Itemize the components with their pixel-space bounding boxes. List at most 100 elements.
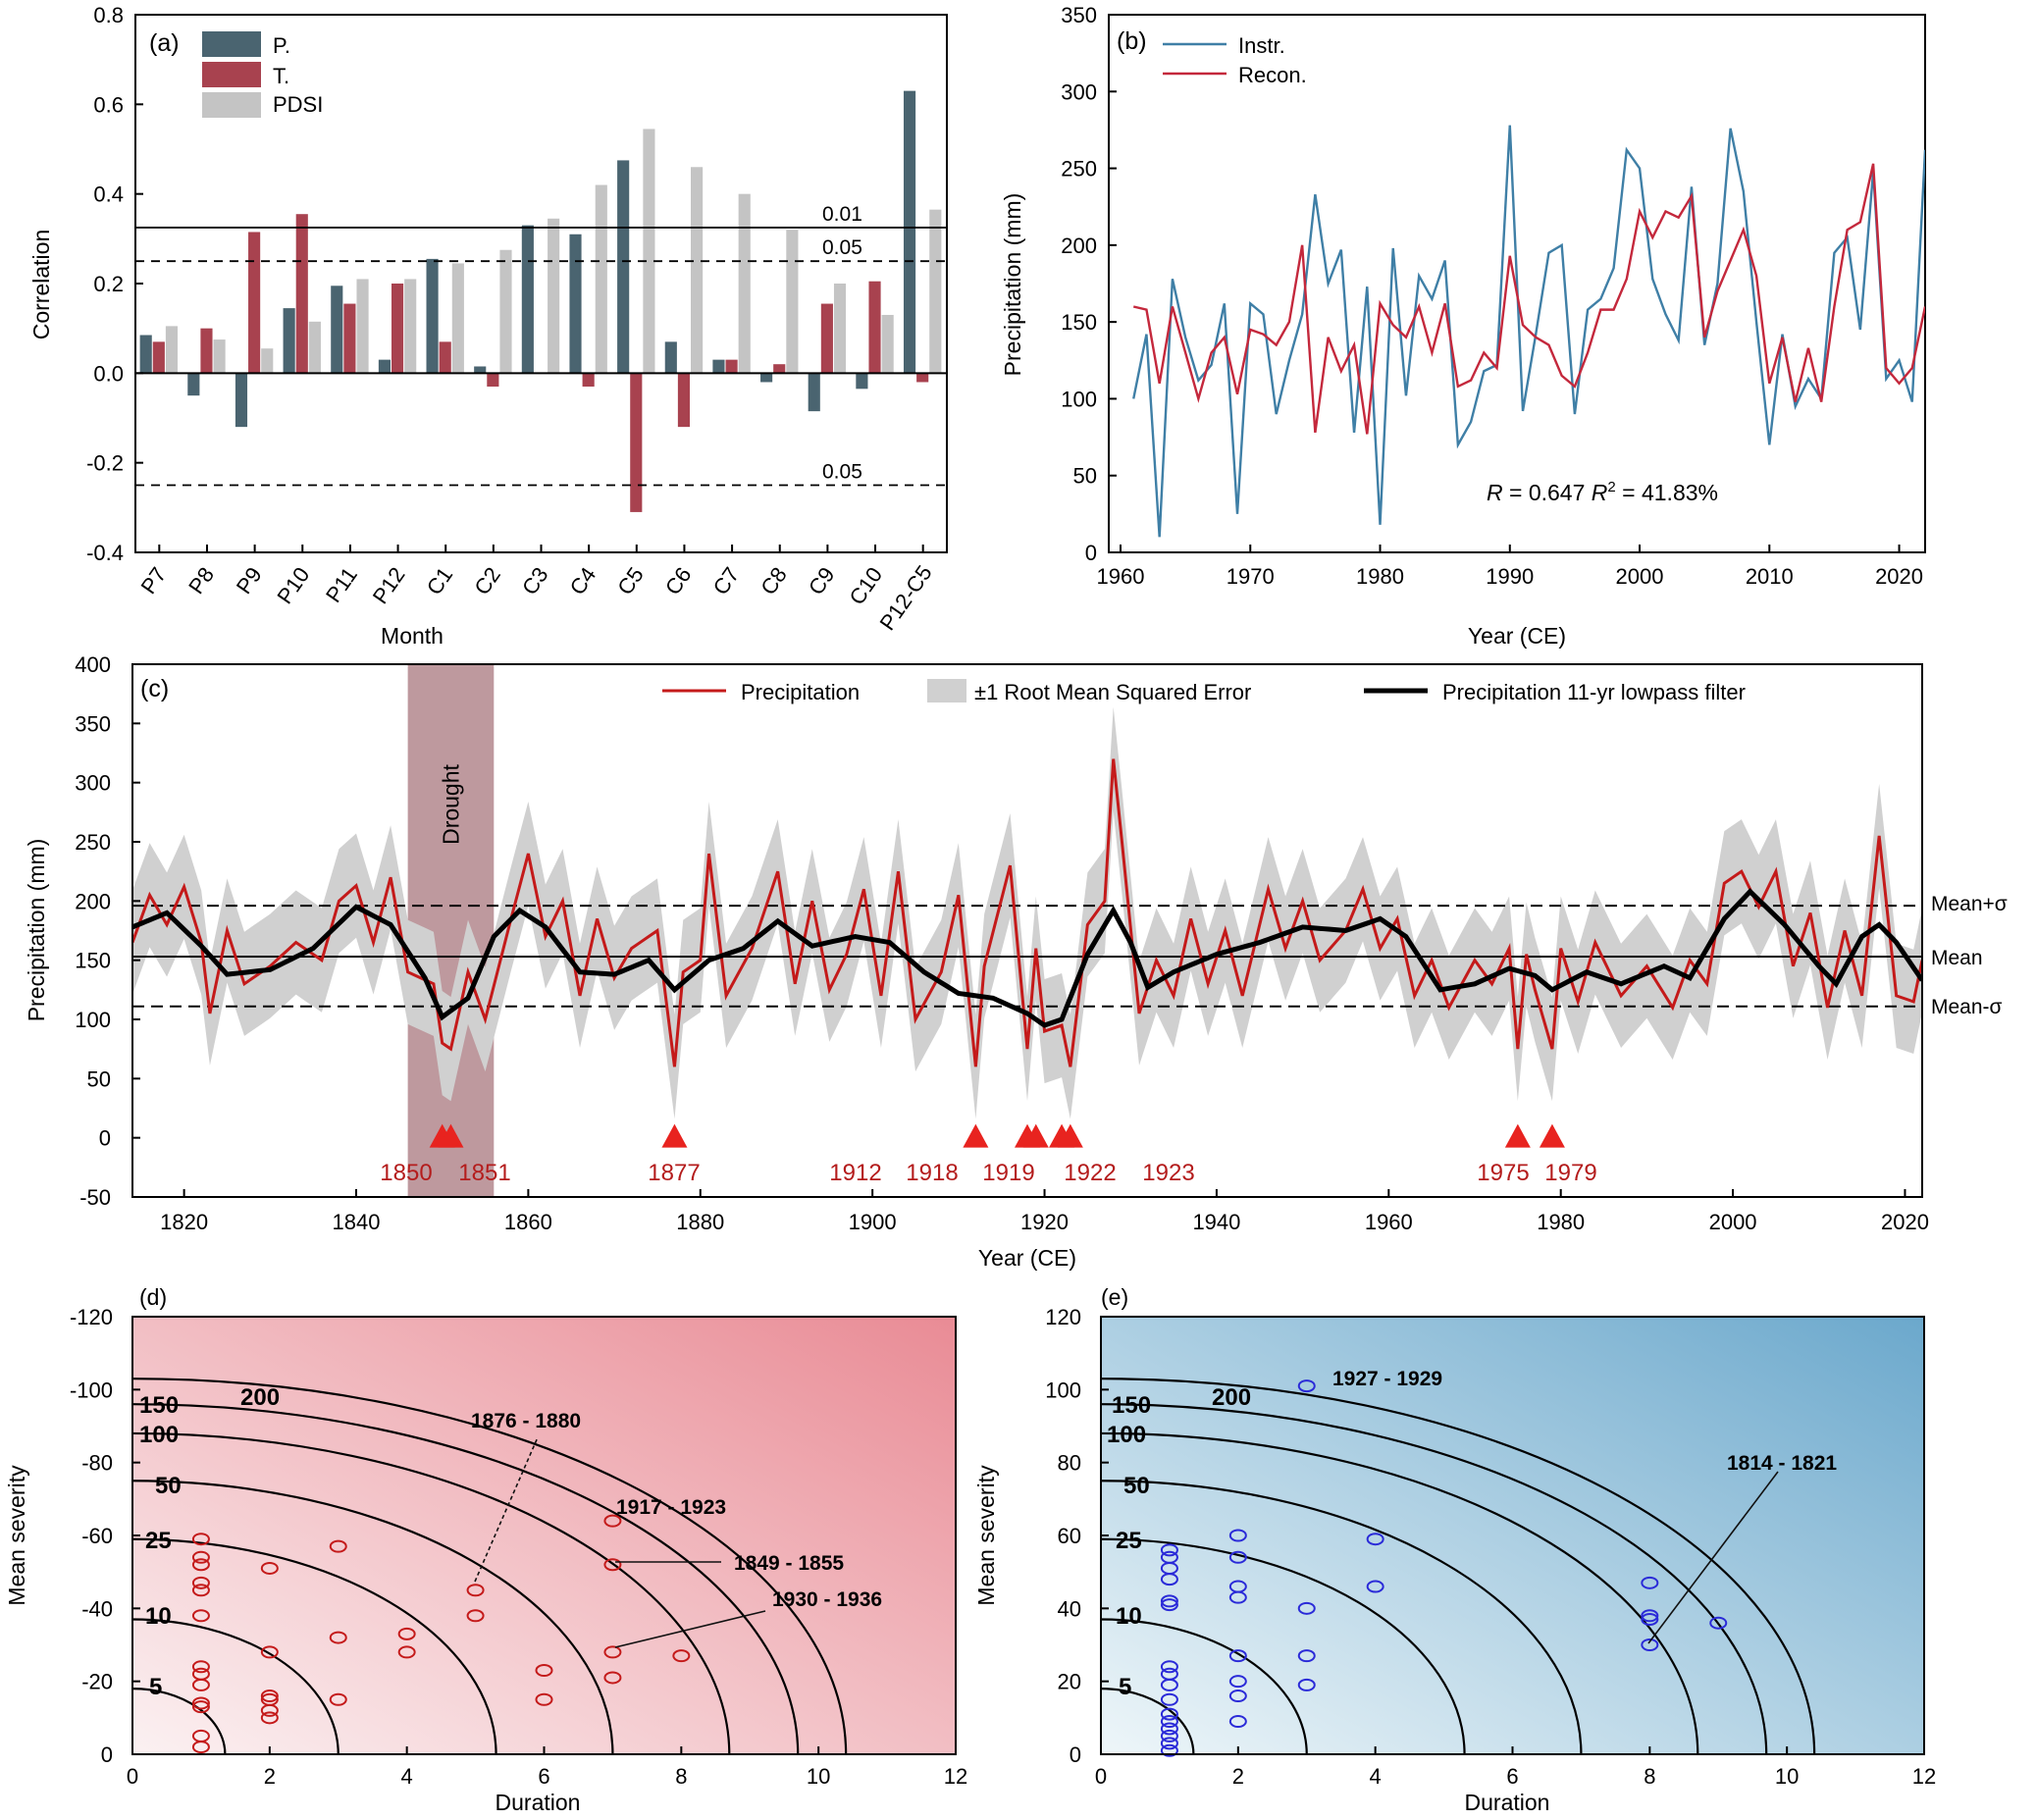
event-label-1850: 1850 <box>380 1160 432 1186</box>
x-tick-label: 2000 <box>1616 564 1664 589</box>
event-point-6 <box>1160 1692 1178 1706</box>
legend-label-precipitation: Precipitation <box>741 680 860 704</box>
event-point-18 <box>260 1561 279 1575</box>
panel-d-ylabel: Mean severity <box>4 1465 29 1606</box>
x-tick-label: 2020 <box>1881 1210 1929 1234</box>
panel-a-xlabel: Month <box>381 623 444 649</box>
event-point-28 <box>603 1671 622 1685</box>
y-tick-label: 100 <box>1061 387 1097 411</box>
contour-10 <box>1101 1618 1308 1754</box>
bar-t-c9 <box>820 303 833 374</box>
bar-t-c4 <box>582 373 595 388</box>
x-tick-label: P9 <box>232 563 267 598</box>
bar-p-p12-c5 <box>903 90 916 374</box>
event-triangle-1919 <box>1022 1123 1049 1148</box>
y-tick-label: -120 <box>70 1305 113 1329</box>
x-tick-label: 2 <box>1232 1764 1244 1789</box>
annotation-1930-1936: 1930 - 1936 <box>772 1588 882 1611</box>
bar-t-p12-c5 <box>916 373 929 383</box>
bar-pdsi-p10 <box>308 321 321 374</box>
label-mean-minus-sigma: Mean-σ <box>1931 996 2003 1018</box>
x-tick-label: C5 <box>612 563 649 599</box>
panel-e-label: (e) <box>1101 1284 1128 1310</box>
event-label-1923: 1923 <box>1142 1160 1194 1186</box>
bar-t-p10 <box>295 214 308 374</box>
bar-p-p11 <box>331 286 343 374</box>
event-label-1877: 1877 <box>648 1160 700 1186</box>
significance-label-2: 0.05 <box>822 461 862 484</box>
panel-d: 5 10 25 50 100 150 200 0 -20 -40 -60 -80 -100 -120 0 2… <box>4 1284 967 1815</box>
x-tick-label: 1920 <box>1020 1210 1069 1234</box>
event-point-29 <box>1366 1533 1384 1546</box>
panel-a: (a) 0.01 0.05 0.05 -0.4 -0.2 0.0 0.2 0.4 0.6 0.8… <box>28 3 948 649</box>
y-tick-label: 0.0 <box>93 361 124 386</box>
panel-e-contours: 5 10 25 50 100 150 200 <box>1101 1378 1816 1754</box>
bar-pdsi-p12-c5 <box>929 209 942 374</box>
bar-t-p9 <box>248 232 261 374</box>
x-tick-label: 1970 <box>1227 564 1275 589</box>
bar-p-c3 <box>521 225 534 374</box>
x-tick-label: 12 <box>1912 1764 1936 1789</box>
y-tick-label: -50 <box>79 1185 111 1210</box>
x-tick-label: C1 <box>422 563 458 599</box>
x-tick-label: 2020 <box>1875 564 1923 589</box>
event-point-21 <box>1228 1580 1247 1593</box>
event-point-31 <box>1641 1612 1659 1626</box>
panel-b-label: (b) <box>1117 27 1147 55</box>
event-point-13 <box>260 1711 279 1725</box>
contour-label-5: 5 <box>1119 1674 1131 1700</box>
bar-t-c2 <box>487 373 499 388</box>
x-tick-label: 1940 <box>1192 1210 1240 1234</box>
bar-pdsi-c7 <box>738 193 751 374</box>
event-point-17 <box>260 1645 279 1659</box>
panel-e: 5 10 25 50 100 150 200 0 20 40 60 80 100 120 0 2 4 6 8 10 1… <box>973 1284 1936 1815</box>
label-mean-plus-sigma: Mean+σ <box>1931 893 2008 915</box>
y-tick-label: 0.2 <box>93 272 124 296</box>
bar-pdsi-c5 <box>643 129 655 374</box>
x-tick-label: C6 <box>660 563 697 599</box>
contour-50 <box>1101 1480 1583 1754</box>
contour-label-200: 200 <box>240 1384 280 1411</box>
x-tick-label: P8 <box>183 563 219 598</box>
bar-t-p12 <box>391 284 404 374</box>
bar-p-c4 <box>569 234 582 374</box>
event-point-0 <box>1160 1743 1178 1757</box>
bar-pdsi-c9 <box>833 284 847 374</box>
x-tick-label: 1820 <box>160 1210 208 1234</box>
contour-50 <box>132 1480 614 1754</box>
event-point-16 <box>1228 1715 1247 1729</box>
contour-label-100: 100 <box>1107 1422 1146 1448</box>
bar-p-p10 <box>283 308 295 374</box>
bar-pdsi-c1 <box>451 263 464 374</box>
y-tick-label: -100 <box>70 1378 113 1402</box>
bar-p-p9 <box>235 373 248 428</box>
panel-c-xlabel: Year (CE) <box>978 1245 1076 1271</box>
bar-p-p12 <box>378 359 391 374</box>
y-tick-label: 20 <box>1058 1670 1081 1694</box>
x-tick-label: 0 <box>1095 1764 1107 1789</box>
y-tick-label: 0 <box>101 1742 113 1767</box>
y-tick-label: -80 <box>81 1451 113 1476</box>
x-tick-label: P11 <box>321 563 362 607</box>
event-point-24 <box>466 1609 485 1623</box>
legend-label-temp: T. <box>273 64 289 88</box>
significance-label-0: 0.01 <box>822 203 862 226</box>
event-point-33 <box>1641 1576 1659 1589</box>
panel-d-annotations: 1876 - 1880 1917 - 1923 1849 - 1855 1930… <box>471 1410 882 1648</box>
panel-c-frame <box>131 663 1923 1198</box>
y-tick-label: 400 <box>75 652 111 677</box>
annotation-leader-1876 <box>474 1436 539 1583</box>
panel-e-annotations: 1927 - 1929 1814 - 1821 <box>1332 1368 1837 1644</box>
panel-d-axes: 0 -20 -40 -60 -80 -100 -120 0 2 4 6 8 10 12 <box>70 1305 967 1789</box>
x-tick-label: C10 <box>844 563 887 609</box>
event-label-1922: 1922 <box>1064 1160 1116 1186</box>
event-point-4 <box>1160 1715 1178 1729</box>
bar-t-p8 <box>200 328 213 374</box>
y-tick-label: -20 <box>81 1670 113 1694</box>
panel-b-axes: 0 50 100 150 200 250 300 350 1960 1970 1980 1990 200… <box>1061 3 1926 589</box>
x-tick-label: C9 <box>804 563 840 599</box>
panel-a-legend: P. T. PDSI <box>202 31 323 118</box>
bar-pdsi-p7 <box>165 326 179 374</box>
contour-label-150: 150 <box>139 1392 179 1419</box>
significance-label-1: 0.05 <box>822 236 862 259</box>
